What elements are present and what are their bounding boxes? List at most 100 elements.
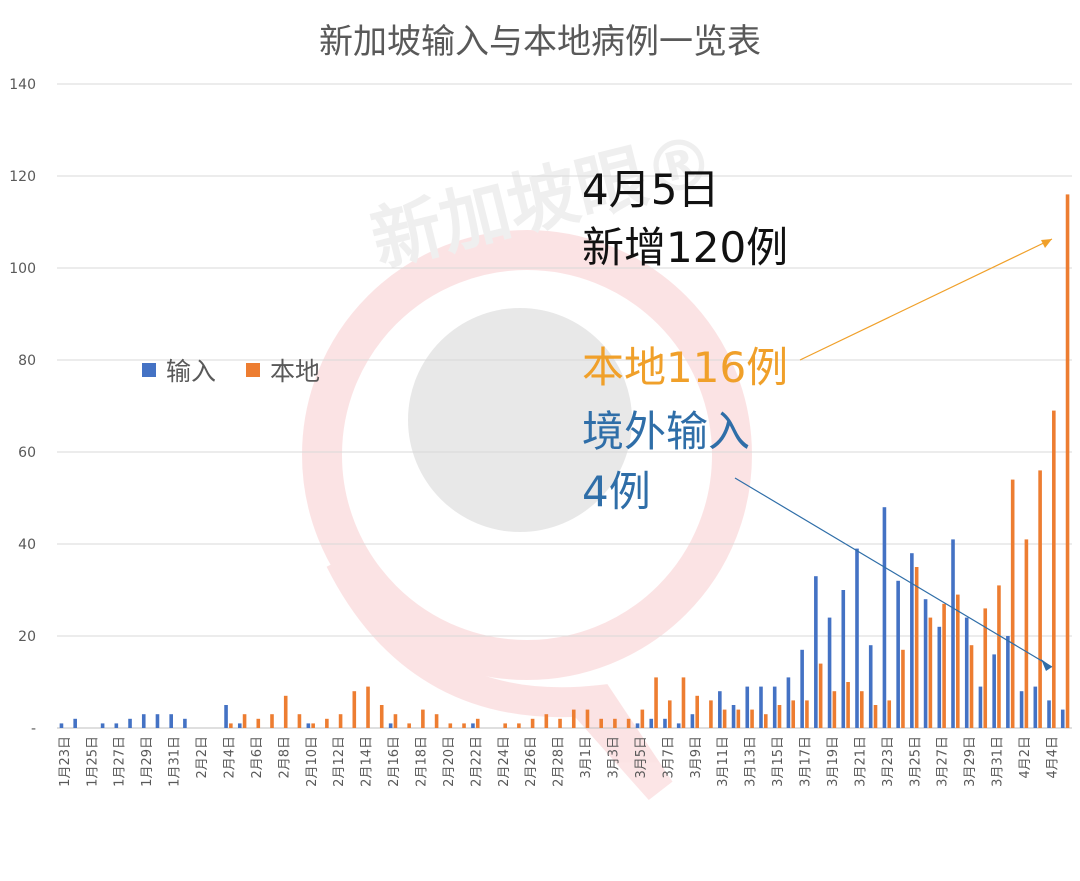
bar-local bbox=[544, 714, 549, 728]
bar-local bbox=[1038, 470, 1042, 728]
bar-imported bbox=[388, 723, 393, 728]
bar-imported bbox=[827, 617, 832, 728]
local-arrow bbox=[799, 238, 1053, 361]
x-tick-label: 2月22日 bbox=[469, 736, 484, 787]
x-tick-label: 3月1日 bbox=[579, 736, 594, 779]
bar-local bbox=[873, 705, 878, 728]
bar-local bbox=[283, 695, 288, 728]
bar-local bbox=[832, 691, 837, 728]
bar-imported bbox=[169, 714, 173, 728]
annotation-local: 本地116例 bbox=[582, 343, 789, 392]
bar-local bbox=[914, 567, 919, 728]
bar-local bbox=[1010, 479, 1015, 728]
gridlines bbox=[57, 83, 1072, 729]
bar-imported bbox=[731, 705, 736, 728]
bar-local bbox=[818, 663, 823, 728]
bar-local bbox=[1065, 194, 1070, 728]
bar-local bbox=[805, 700, 809, 728]
bar-local bbox=[393, 714, 398, 728]
bar-local bbox=[462, 723, 466, 728]
annotation-new-total: 新增120例 bbox=[582, 223, 789, 272]
bar-local bbox=[901, 649, 905, 728]
bar-local bbox=[956, 594, 960, 728]
x-tick-label: 2月8日 bbox=[277, 736, 292, 779]
bar-local bbox=[613, 718, 617, 728]
y-tick-label: 80 bbox=[18, 353, 36, 369]
bar-local bbox=[695, 695, 700, 728]
bar-imported bbox=[1019, 691, 1024, 728]
x-tick-label: 3月27日 bbox=[936, 736, 951, 787]
bar-imported bbox=[663, 718, 667, 728]
bar-local bbox=[859, 691, 864, 728]
imported-arrow bbox=[734, 477, 1053, 668]
bar-imported bbox=[800, 649, 804, 728]
bar-local bbox=[667, 700, 672, 728]
bar-local bbox=[709, 700, 713, 728]
bar-imported bbox=[951, 539, 955, 728]
bar-local bbox=[750, 709, 754, 728]
bar-local bbox=[654, 677, 658, 728]
bar-local bbox=[571, 709, 576, 728]
y-tick-label: - bbox=[31, 721, 36, 737]
x-tick-label: 2月14日 bbox=[360, 736, 375, 787]
x-axis: 1月23日 1月25日 1月27日 1月29日 1月31日 2月2日 2月4日 2月6日 2月8… bbox=[58, 736, 1061, 787]
legend: 输入 本地 bbox=[142, 352, 350, 388]
x-tick-label: 3月29日 bbox=[963, 736, 978, 787]
x-tick-label: 2月20日 bbox=[442, 736, 457, 787]
bar-local bbox=[434, 714, 439, 728]
bar-imported bbox=[224, 705, 228, 728]
legend-item-local: 本地 bbox=[246, 352, 320, 388]
bar-imported bbox=[1047, 700, 1051, 728]
bar-local bbox=[421, 709, 425, 728]
y-tick-label: 60 bbox=[18, 445, 36, 461]
bar-imported bbox=[183, 718, 187, 728]
bar-imported bbox=[786, 677, 791, 728]
bar-imported bbox=[306, 723, 311, 728]
x-tick-label: 2月26日 bbox=[524, 736, 539, 787]
bar-imported bbox=[141, 714, 146, 728]
bar-local bbox=[338, 714, 343, 728]
annotation-arrows bbox=[734, 238, 1053, 671]
bar-local bbox=[242, 714, 247, 728]
bar-local bbox=[311, 723, 315, 728]
bar-local bbox=[626, 718, 631, 728]
bar-imported bbox=[635, 723, 640, 728]
bar-imported bbox=[1033, 686, 1038, 728]
bar-imported bbox=[868, 645, 873, 728]
x-tick-label: 2月16日 bbox=[387, 736, 402, 787]
bar-imported bbox=[690, 714, 695, 728]
bar-imported bbox=[73, 718, 77, 728]
bar-imported bbox=[937, 626, 942, 728]
y-axis: - 20 40 60 80 100 120 140 bbox=[9, 77, 36, 737]
x-tick-label: 2月4日 bbox=[222, 736, 237, 779]
x-tick-label: 1月31日 bbox=[168, 736, 183, 787]
x-tick-label: 3月15日 bbox=[771, 736, 786, 787]
legend-item-imported: 输入 bbox=[142, 352, 216, 388]
bar-imported bbox=[896, 580, 900, 728]
bar-local bbox=[503, 723, 507, 728]
bar-imported bbox=[841, 590, 846, 728]
x-tick-label: 3月19日 bbox=[826, 736, 841, 787]
bar-local bbox=[640, 709, 645, 728]
annotation-imported-line2: 4例 bbox=[582, 467, 651, 516]
bar-local bbox=[379, 705, 384, 728]
bar-imported bbox=[471, 723, 475, 728]
bar-local bbox=[448, 723, 453, 728]
y-tick-label: 120 bbox=[9, 169, 36, 185]
legend-label-local: 本地 bbox=[270, 357, 321, 386]
bar-imported bbox=[1006, 636, 1010, 728]
x-tick-label: 3月25日 bbox=[908, 736, 923, 787]
bar-imported bbox=[882, 507, 887, 728]
bar-local bbox=[736, 709, 741, 728]
bar-imported bbox=[718, 691, 722, 728]
bar-local bbox=[777, 705, 782, 728]
bar-local bbox=[530, 718, 535, 728]
bar-local bbox=[585, 709, 590, 728]
x-tick-label: 3月11日 bbox=[716, 736, 731, 787]
bar-local bbox=[270, 714, 274, 728]
bar-imported bbox=[759, 686, 763, 728]
bar-local bbox=[475, 718, 480, 728]
x-tick-label: 3月7日 bbox=[661, 736, 676, 779]
bar-local bbox=[517, 723, 521, 728]
